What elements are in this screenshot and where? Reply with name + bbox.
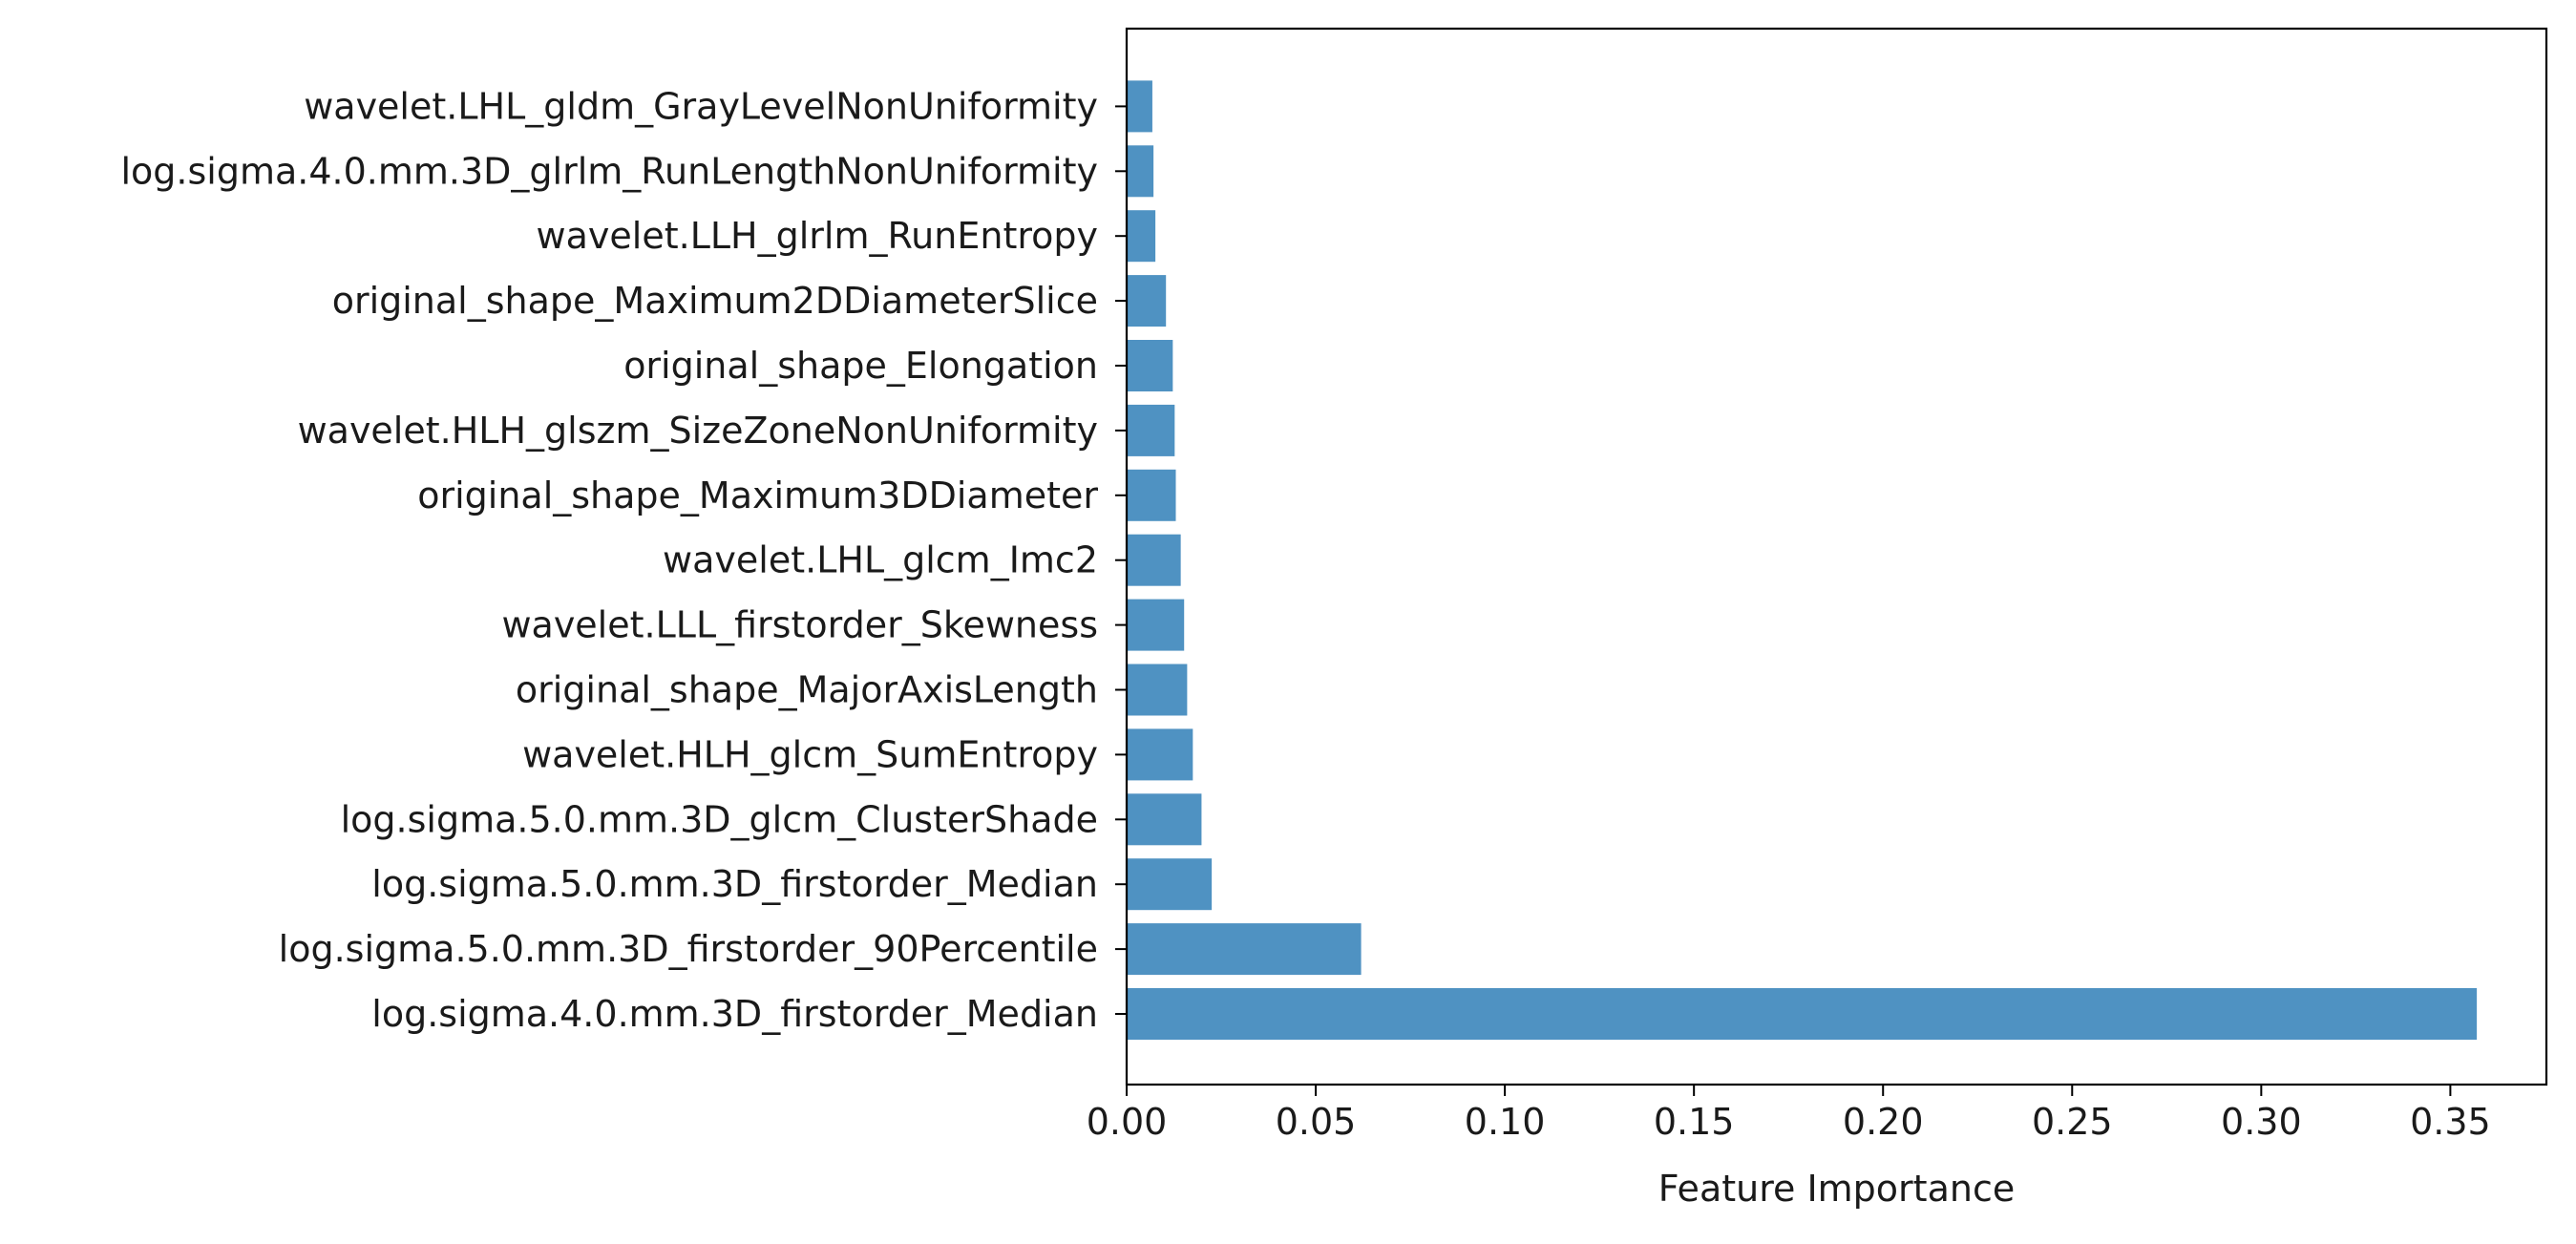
y-tick-label: log.sigma.5.0.mm.3D_glcm_ClusterShade: [341, 798, 1098, 840]
y-tick-label: original_shape_Maximum3DDiameter: [417, 474, 1098, 517]
x-tick-label: 0.35: [2410, 1101, 2491, 1143]
bar-log-sigma-5-0-mm-3d-firstorder-90percentile: [1127, 923, 1362, 976]
y-tick-label: log.sigma.5.0.mm.3D_firstorder_90Percent…: [279, 928, 1098, 970]
x-tick-label: 0.00: [1087, 1101, 1168, 1143]
x-axis-label: Feature Importance: [1658, 1168, 2015, 1210]
bar-wavelet-lll-firstorder-skewness: [1127, 599, 1185, 651]
y-tick-label: original_shape_MajorAxisLength: [516, 669, 1098, 711]
bar-wavelet-llh-glrlm-runentropy: [1127, 210, 1156, 263]
x-tick-label: 0.05: [1276, 1101, 1357, 1143]
bar-original-shape-maximum2ddiameterslice: [1127, 275, 1167, 327]
y-tick-label: log.sigma.4.0.mm.3D_glrlm_RunLengthNonUn…: [121, 150, 1099, 192]
bar-log-sigma-4-0-mm-3d-glrlm-runlengthnonuniformity: [1127, 145, 1154, 198]
y-tick-label: wavelet.LLL_firstorder_Skewness: [501, 604, 1098, 646]
bar-original-shape-elongation: [1127, 340, 1173, 391]
y-tick-label: original_shape_Elongation: [623, 345, 1098, 387]
plot-frame: [1125, 27, 2548, 1086]
x-tick-label: 0.30: [2221, 1101, 2302, 1143]
y-tick-label: wavelet.LHL_gldm_GrayLevelNonUniformity: [304, 85, 1098, 127]
bar-log-sigma-5-0-mm-3d-firstorder-median: [1127, 858, 1213, 911]
bars-layer: [1127, 80, 2478, 1040]
bar-original-shape-majoraxislength: [1127, 664, 1188, 716]
x-axis-ticks: 0.00 0.05 0.10 0.15 0.20 0.25 0.30 0.35: [1087, 1085, 2491, 1143]
y-tick-label: wavelet.LLH_glrlm_RunEntropy: [537, 215, 1098, 257]
y-tick-label: wavelet.HLH_glszm_SizeZoneNonUniformity: [298, 410, 1098, 452]
x-tick-label: 0.25: [2032, 1101, 2113, 1143]
bar-wavelet-hlh-glcm-sumentropy: [1127, 728, 1193, 781]
bar-wavelet-hlh-glszm-sizezonenonuniformity: [1127, 404, 1175, 456]
bar-log-sigma-5-0-mm-3d-glcm-clustershade: [1127, 793, 1202, 846]
y-tick-label: wavelet.LHL_glcm_Imc2: [663, 539, 1098, 581]
y-axis-ticks: log.sigma.4.0.mm.3D_firstorder_Median log…: [121, 85, 1127, 1035]
y-tick-label: wavelet.HLH_glcm_SumEntropy: [522, 733, 1098, 775]
bar-wavelet-lhl-gldm-graylevelnonuniformity: [1127, 80, 1152, 133]
x-tick-label: 0.20: [1843, 1101, 1924, 1143]
y-tick-label: original_shape_Maximum2DDiameterSlice: [332, 280, 1098, 322]
bar-wavelet-lhl-glcm-imc2: [1127, 534, 1181, 586]
bar-original-shape-maximum3ddiameter: [1127, 469, 1176, 521]
x-tick-label: 0.10: [1465, 1101, 1546, 1143]
x-tick-label: 0.15: [1654, 1101, 1735, 1143]
bar-log-sigma-4-0-mm-3d-firstorder-median: [1127, 988, 2478, 1040]
y-tick-label: log.sigma.4.0.mm.3D_firstorder_Median: [371, 993, 1098, 1035]
y-tick-label: log.sigma.5.0.mm.3D_firstorder_Median: [371, 863, 1098, 905]
